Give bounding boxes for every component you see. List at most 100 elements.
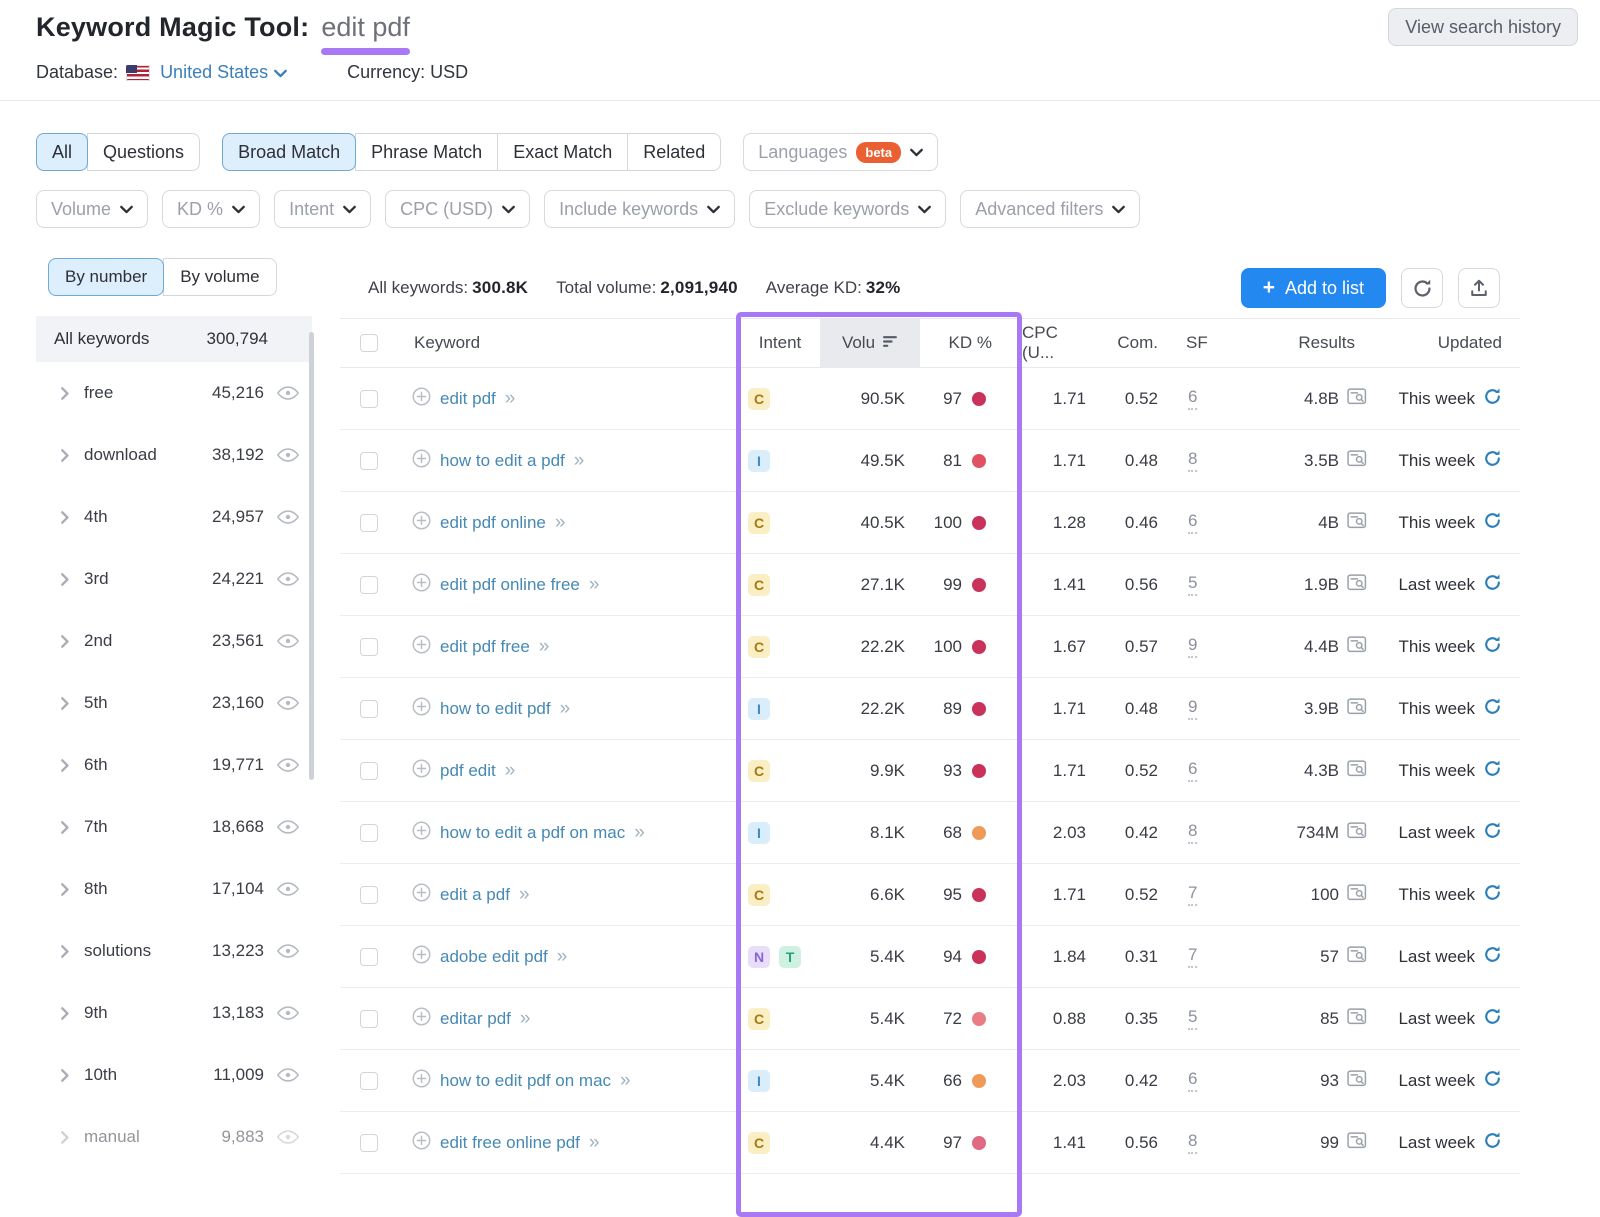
add-keyword-icon[interactable] [412, 635, 431, 659]
row-checkbox[interactable] [360, 1071, 378, 1090]
row-checkbox[interactable] [360, 575, 378, 594]
serp-preview-icon[interactable] [1347, 635, 1367, 658]
chevron-right-icon[interactable] [60, 510, 74, 524]
keyword-link[interactable]: edit pdf [440, 388, 496, 408]
filter-dropdown[interactable]: Advanced filters [960, 190, 1141, 228]
serp-preview-icon[interactable] [1347, 759, 1367, 782]
serp-preview-icon[interactable] [1347, 821, 1367, 844]
chevron-right-icon[interactable] [60, 1068, 74, 1082]
toggle-by-number[interactable]: By number [48, 258, 165, 296]
serp-preview-icon[interactable] [1347, 1131, 1367, 1154]
export-button[interactable] [1458, 268, 1500, 308]
row-checkbox[interactable] [360, 823, 378, 842]
database-selector[interactable]: United States [160, 62, 287, 83]
serp-preview-icon[interactable] [1347, 1007, 1367, 1030]
tab-broad-match[interactable]: Broad Match [222, 133, 357, 171]
table-row[interactable]: edit pdf online » C 40.5K 100 1.28 0.46 … [340, 492, 1520, 554]
serp-preview-icon[interactable] [1347, 1069, 1367, 1092]
tab-all[interactable]: All [36, 133, 89, 171]
refresh-metrics-icon[interactable] [1483, 821, 1502, 845]
keyword-group-row[interactable]: download 38,192 [36, 424, 312, 486]
column-volume[interactable]: Volu [820, 319, 920, 367]
sf-value[interactable]: 8 [1188, 449, 1198, 472]
row-checkbox[interactable] [360, 1009, 378, 1028]
add-keyword-icon[interactable] [412, 759, 431, 783]
keyword-link[interactable]: how to edit a pdf on mac [440, 822, 626, 842]
refresh-metrics-icon[interactable] [1483, 511, 1502, 535]
expand-keyword-icon[interactable]: » [554, 511, 566, 533]
refresh-metrics-icon[interactable] [1483, 1069, 1502, 1093]
expand-keyword-icon[interactable]: » [504, 387, 516, 409]
add-keyword-icon[interactable] [412, 1007, 431, 1031]
refresh-metrics-icon[interactable] [1483, 697, 1502, 721]
chevron-right-icon[interactable] [60, 448, 74, 462]
keyword-link[interactable]: adobe edit pdf [440, 946, 548, 966]
expand-keyword-icon[interactable]: » [556, 945, 568, 967]
add-keyword-icon[interactable] [412, 387, 431, 411]
keyword-group-row[interactable]: 10th 11,009 [36, 1044, 312, 1106]
add-to-list-button[interactable]: + Add to list [1240, 268, 1386, 308]
chevron-right-icon[interactable] [60, 944, 74, 958]
expand-keyword-icon[interactable]: » [518, 883, 530, 905]
serp-preview-icon[interactable] [1347, 883, 1367, 906]
column-results[interactable]: Results [1298, 333, 1355, 352]
keyword-link[interactable]: editar pdf [440, 1008, 511, 1028]
eye-icon[interactable] [276, 1001, 300, 1025]
languages-dropdown[interactable]: Languages beta [743, 133, 939, 171]
expand-keyword-icon[interactable]: » [538, 635, 550, 657]
keyword-link[interactable]: how to edit pdf on mac [440, 1070, 612, 1090]
expand-keyword-icon[interactable]: » [559, 697, 571, 719]
view-search-history-button[interactable]: View search history [1388, 8, 1578, 46]
toggle-by-volume[interactable]: By volume [163, 258, 277, 296]
eye-icon[interactable] [276, 691, 300, 715]
column-intent[interactable]: Intent [758, 333, 802, 352]
chevron-right-icon[interactable] [60, 758, 74, 772]
eye-icon[interactable] [276, 505, 300, 529]
add-keyword-icon[interactable] [412, 883, 431, 907]
sf-value[interactable]: 6 [1188, 511, 1198, 534]
sf-value[interactable]: 6 [1188, 1069, 1198, 1092]
expand-keyword-icon[interactable]: » [519, 1007, 531, 1029]
table-row[interactable]: how to edit a pdf on mac » I 8.1K 68 2.0… [340, 802, 1520, 864]
tab-questions[interactable]: Questions [87, 133, 201, 171]
expand-keyword-icon[interactable]: » [573, 449, 585, 471]
row-checkbox[interactable] [360, 389, 378, 408]
serp-preview-icon[interactable] [1347, 697, 1367, 720]
refresh-metrics-icon[interactable] [1483, 759, 1502, 783]
filter-dropdown[interactable]: Volume [36, 190, 149, 228]
add-keyword-icon[interactable] [412, 697, 431, 721]
column-cpc[interactable]: CPC (U... [1022, 323, 1058, 362]
table-row[interactable]: how to edit pdf on mac » I 5.4K 66 2.03 … [340, 1050, 1520, 1112]
keyword-link[interactable]: how to edit a pdf [440, 450, 565, 470]
chevron-right-icon[interactable] [60, 696, 74, 710]
eye-icon[interactable] [276, 1063, 300, 1087]
eye-icon[interactable] [276, 939, 300, 963]
sf-value[interactable]: 7 [1188, 883, 1198, 906]
column-sf[interactable]: SF [1186, 333, 1208, 352]
sf-value[interactable]: 8 [1188, 821, 1198, 844]
select-all-checkbox[interactable] [360, 334, 378, 352]
keyword-group-row[interactable]: 3rd 24,221 [36, 548, 312, 610]
table-row[interactable]: edit a pdf » C 6.6K 95 1.71 0.52 7 100 [340, 864, 1520, 926]
filter-dropdown[interactable]: KD % [162, 190, 261, 228]
eye-icon[interactable] [276, 443, 300, 467]
chevron-right-icon[interactable] [60, 572, 74, 586]
refresh-metrics-icon[interactable] [1483, 635, 1502, 659]
eye-icon[interactable] [276, 629, 300, 653]
eye-icon[interactable] [276, 753, 300, 777]
serp-preview-icon[interactable] [1347, 511, 1367, 534]
chevron-right-icon[interactable] [60, 386, 74, 400]
row-checkbox[interactable] [360, 451, 378, 470]
sf-value[interactable]: 5 [1188, 1007, 1198, 1030]
keyword-group-row[interactable]: manual 9,883 [36, 1106, 312, 1168]
serp-preview-icon[interactable] [1347, 573, 1367, 596]
serp-preview-icon[interactable] [1347, 449, 1367, 472]
sf-value[interactable]: 6 [1188, 759, 1198, 782]
all-keywords-row[interactable]: All keywords 300,794 [36, 316, 312, 362]
table-row[interactable]: edit pdf » C 90.5K 97 1.71 0.52 6 4.8B [340, 368, 1520, 430]
row-checkbox[interactable] [360, 761, 378, 780]
keyword-group-row[interactable]: free 45,216 [36, 362, 312, 424]
expand-keyword-icon[interactable]: » [504, 759, 516, 781]
tab-related[interactable]: Related [627, 133, 722, 171]
column-kd[interactable]: KD % [948, 333, 992, 352]
